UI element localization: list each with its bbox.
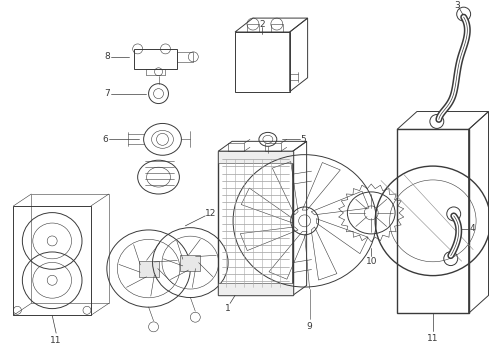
- Polygon shape: [218, 151, 293, 163]
- Text: 1: 1: [225, 304, 231, 313]
- Text: 5: 5: [301, 135, 307, 144]
- Text: 8: 8: [104, 52, 110, 61]
- Polygon shape: [218, 283, 293, 296]
- Text: 11: 11: [427, 334, 439, 343]
- Text: 3: 3: [454, 1, 460, 10]
- Bar: [139, 261, 159, 276]
- Text: 11: 11: [50, 336, 62, 345]
- Text: 10: 10: [366, 257, 377, 266]
- Text: 9: 9: [307, 322, 313, 331]
- Text: 2: 2: [259, 19, 265, 28]
- Bar: [180, 255, 200, 271]
- Text: 4: 4: [470, 224, 475, 233]
- Text: 6: 6: [102, 135, 108, 144]
- Text: 7: 7: [104, 89, 110, 98]
- Text: 12: 12: [204, 210, 216, 219]
